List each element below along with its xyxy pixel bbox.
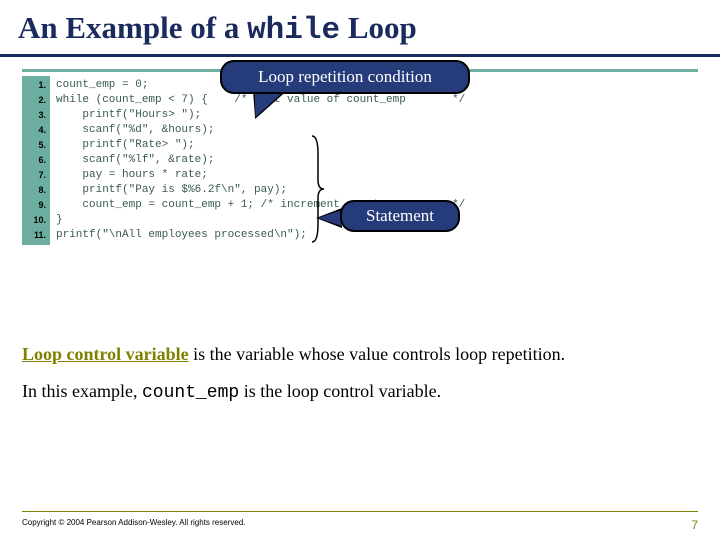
- code-line: printf("Rate> ");: [56, 138, 692, 153]
- callout-repetition-condition: Loop repetition condition: [220, 60, 470, 94]
- code-line: scanf("%d", &hours);: [56, 123, 692, 138]
- line-number: 5.: [24, 138, 46, 153]
- body-para-1: Loop control variable is the variable wh…: [0, 343, 720, 366]
- code-line: pay = hours * rate;: [56, 168, 692, 183]
- line-number: 10.: [24, 213, 46, 228]
- line-number: 4.: [24, 123, 46, 138]
- code-line: printf("Pay is $%6.2f\n", pay);: [56, 183, 692, 198]
- callout-tail: [318, 210, 342, 226]
- line-number: 2.: [24, 93, 46, 108]
- code-line: while (count_emp < 7) { /* test value of…: [56, 93, 692, 108]
- body-p2-pre: In this example,: [22, 381, 142, 401]
- page-number: 7: [691, 518, 698, 532]
- line-number: 9.: [24, 198, 46, 213]
- body-p2-post: is the loop control variable.: [239, 381, 441, 401]
- page-title: An Example of a while Loop: [0, 0, 720, 57]
- line-number: 1.: [24, 78, 46, 93]
- copyright-text: Copyright © 2004 Pearson Addison-Wesley.…: [22, 518, 246, 532]
- title-pre: An Example of a: [18, 10, 247, 45]
- line-number: 6.: [24, 153, 46, 168]
- title-post: Loop: [340, 10, 417, 45]
- body-p1-rest: is the variable whose value controls loo…: [189, 344, 565, 364]
- term-loop-control-variable: Loop control variable: [22, 344, 189, 364]
- body-para-2: In this example, count_emp is the loop c…: [0, 380, 720, 405]
- line-number: 7.: [24, 168, 46, 183]
- line-number: 3.: [24, 108, 46, 123]
- line-number-gutter: 1. 2. 3. 4. 5. 6. 7. 8. 9. 10. 11.: [22, 76, 50, 245]
- title-keyword: while: [247, 13, 340, 48]
- callout-statement: Statement: [340, 200, 460, 232]
- code-line: printf("Hours> ");: [56, 108, 692, 123]
- body-p2-var: count_emp: [142, 383, 239, 403]
- line-number: 11.: [24, 228, 46, 243]
- footer: Copyright © 2004 Pearson Addison-Wesley.…: [22, 511, 698, 532]
- code-line: scanf("%lf", &rate);: [56, 153, 692, 168]
- line-number: 8.: [24, 183, 46, 198]
